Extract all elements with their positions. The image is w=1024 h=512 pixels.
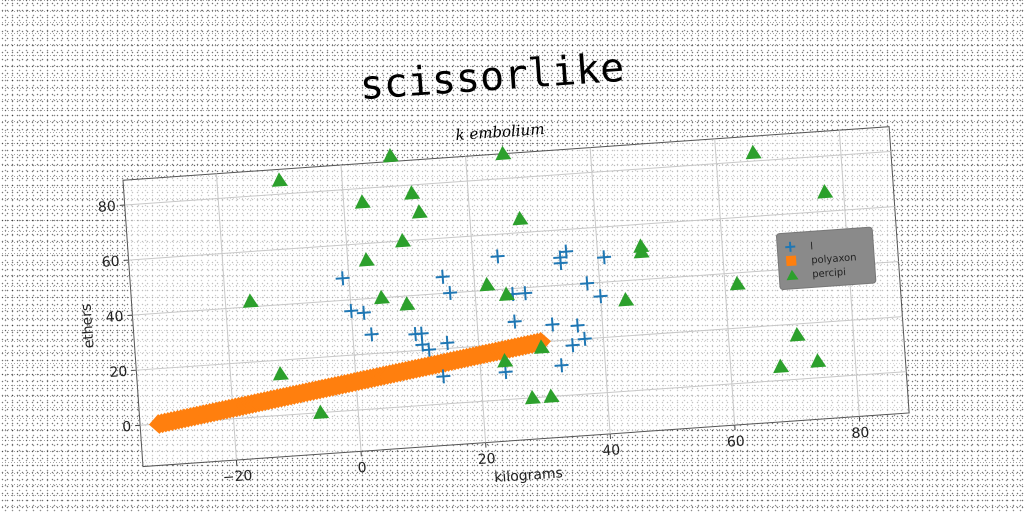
l-point: [570, 318, 585, 333]
y-axis-label: ethers: [79, 303, 98, 349]
x-axis-label: kilograms: [494, 465, 564, 486]
legend: l polyaxon percipi: [776, 226, 877, 290]
l-point: [507, 314, 522, 329]
percipi-point: [729, 275, 746, 291]
l-point: [356, 305, 371, 320]
percipi-point: [382, 148, 399, 163]
percipi-point: [313, 404, 330, 420]
legend-marker-percipi: [786, 269, 799, 281]
percipi-point: [512, 210, 529, 226]
percipi-point: [810, 353, 827, 368]
legend-label-polyaxon: polyaxon: [811, 252, 857, 266]
percipi-point: [497, 353, 514, 368]
y-tick-label: 0: [122, 419, 132, 436]
y-tick-label: 20: [109, 364, 128, 381]
y-tick-label: 40: [105, 309, 124, 326]
percipi-point: [374, 289, 390, 305]
percipi-point: [773, 358, 790, 374]
percipi-point: [272, 365, 289, 381]
percipi-point: [242, 293, 259, 308]
l-point: [421, 342, 437, 357]
chart-title: scissorlike: [358, 45, 625, 109]
percipi-point: [358, 252, 375, 267]
l-point: [443, 285, 458, 300]
percipi-point: [498, 286, 515, 302]
percipi-point: [533, 339, 550, 354]
percipi-point: [524, 389, 541, 405]
legend-box: [776, 226, 877, 290]
percipi-point: [399, 296, 416, 311]
l-point: [364, 327, 379, 342]
l-point: [545, 317, 560, 332]
percipi-point: [817, 184, 834, 199]
percipi-point: [543, 388, 560, 404]
percipi-point: [395, 232, 412, 248]
legend-label-percipi: percipi: [812, 267, 846, 280]
y-tick-label: 60: [101, 254, 120, 271]
x-tick-label: 80: [851, 425, 870, 442]
l-point: [554, 358, 569, 373]
l-point: [335, 271, 350, 286]
l-point: [593, 289, 608, 304]
y-gridline: [140, 371, 907, 426]
l-point: [518, 286, 533, 301]
l-point: [436, 369, 451, 384]
x-gridline: [714, 138, 736, 426]
percipi-series: [242, 144, 858, 420]
percipi-point: [633, 238, 650, 253]
legend-label-l: l: [810, 241, 814, 252]
percipi-point: [618, 292, 635, 307]
percipi-point: [271, 172, 288, 187]
plot-area: −20 0 20 40 60 80 0 20 40 60 80 kilograms ethers l…: [79, 126, 910, 486]
l-point: [565, 338, 580, 353]
l-point: [597, 250, 612, 265]
percipi-point: [789, 327, 806, 342]
x-tick-label: 40: [602, 442, 621, 459]
l-point: [344, 303, 359, 318]
l-point: [577, 331, 592, 346]
y-gridline: [124, 150, 891, 206]
y-tick-label: 80: [97, 199, 116, 216]
chart-subtitle: k embolium: [455, 120, 545, 144]
percipi-point: [495, 145, 512, 161]
l-point: [498, 364, 513, 380]
legend-marker-l: [785, 241, 796, 252]
x-tick-label: −20: [222, 468, 253, 486]
x-tick-label: 60: [726, 434, 745, 451]
grid-layer: [124, 130, 907, 461]
l-series: [335, 244, 612, 384]
percipi-point: [745, 144, 762, 160]
y-gridline: [128, 206, 895, 261]
percipi-point: [404, 185, 421, 200]
legend-marker-polyaxon: [785, 255, 797, 267]
y-gridline: [132, 261, 899, 316]
percipi-point: [479, 276, 496, 292]
percipi-point: [354, 194, 371, 209]
x-gridline: [465, 156, 487, 443]
polyaxon-series: [148, 332, 552, 434]
l-point: [435, 269, 450, 284]
x-tick-label: 0: [357, 460, 367, 477]
l-point: [440, 335, 455, 350]
percipi-point: [411, 204, 428, 219]
x-tick-label: 20: [477, 451, 496, 468]
tick-layer: −20 0 20 40 60 80 0 20 40 60 80: [97, 199, 870, 486]
l-point: [559, 244, 574, 259]
l-point: [580, 276, 595, 291]
l-point: [490, 249, 505, 264]
